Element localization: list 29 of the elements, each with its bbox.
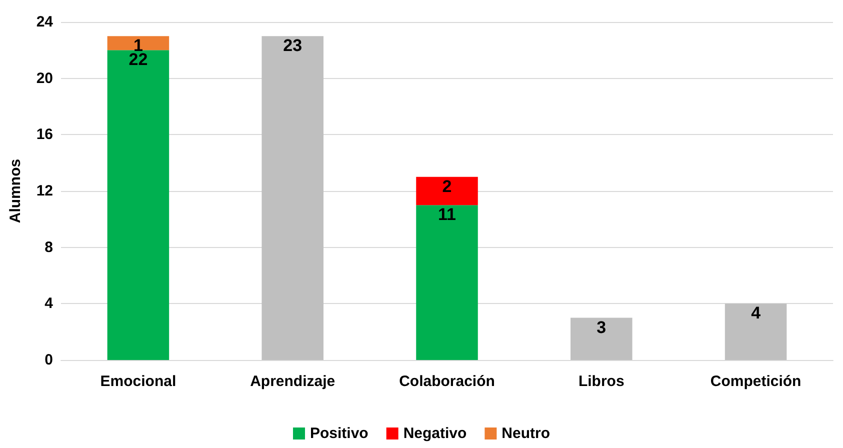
legend-label: Neutro <box>502 425 550 442</box>
bar <box>570 318 632 360</box>
data-label: 11 <box>438 205 456 224</box>
bar <box>416 205 478 360</box>
y-tick-label: 16 <box>36 126 53 144</box>
y-tick-label: 0 <box>44 352 53 368</box>
bar <box>262 36 324 360</box>
x-tick-label: Emocional <box>100 373 176 390</box>
x-tick-label: Colaboración <box>399 373 495 390</box>
data-label: 3 <box>596 318 606 337</box>
data-label: 23 <box>283 36 302 56</box>
bar <box>107 36 170 50</box>
data-label: 2 <box>442 176 452 196</box>
x-tick-label: Competición <box>710 373 802 390</box>
y-tick-label: 20 <box>36 70 53 87</box>
y-tick-label: 12 <box>36 182 53 200</box>
y-axis-title: Alumnos <box>7 158 24 224</box>
x-tick-label: Aprendizaje <box>250 373 336 390</box>
bar <box>107 50 170 360</box>
y-tick-label: 4 <box>44 295 54 312</box>
data-label: 22 <box>128 50 148 70</box>
data-label: 4 <box>751 304 762 323</box>
y-tick-label: 8 <box>44 238 53 256</box>
y-tick-label: 24 <box>36 14 54 30</box>
bar <box>724 304 787 360</box>
bar <box>416 176 478 206</box>
legend-label: Positivo <box>310 425 368 442</box>
x-tick-label: Libros <box>578 373 624 390</box>
legend-label: Negativo <box>403 425 467 442</box>
